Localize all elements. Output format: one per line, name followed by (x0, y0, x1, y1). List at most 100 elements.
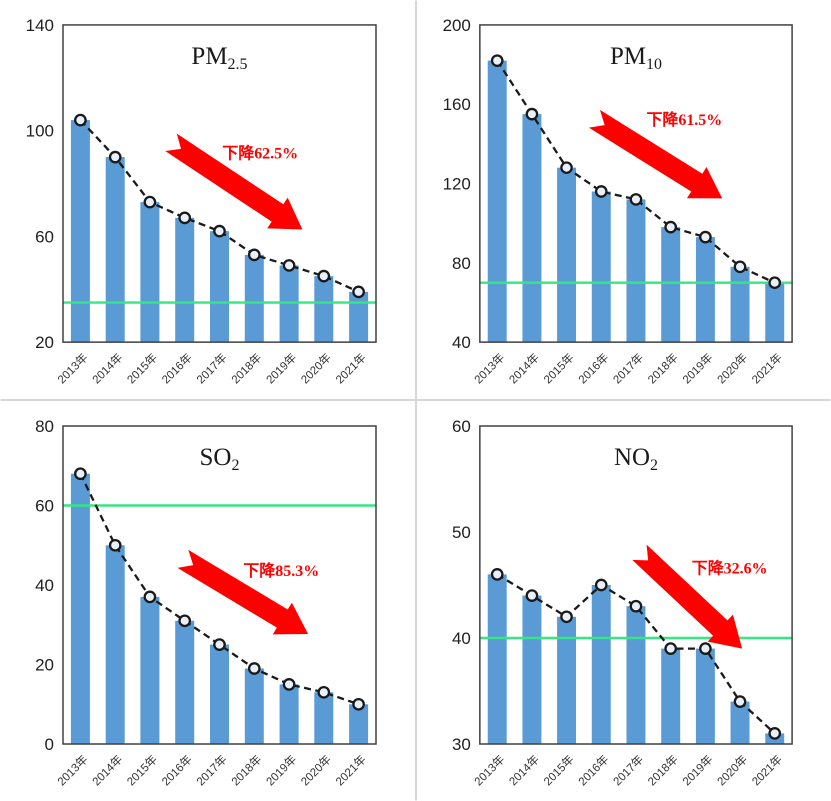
x-axis-tick-label: 2014年 (506, 752, 542, 788)
bar (105, 157, 125, 343)
data-point-marker (352, 285, 365, 299)
bar (314, 692, 334, 744)
x-axis-tick-label: 2013年 (471, 350, 507, 386)
y-axis-tick-label: 160 (443, 95, 471, 114)
data-point-marker (74, 113, 87, 127)
data-point-marker (768, 276, 782, 290)
data-point-marker (247, 662, 261, 675)
x-axis-tick-label: 2013年 (54, 752, 90, 788)
bar (626, 606, 646, 744)
data-point-marker (664, 220, 678, 234)
data-point-marker (525, 589, 539, 602)
y-axis-tick-label: 80 (452, 254, 471, 273)
data-point-marker (699, 642, 712, 655)
y-axis-tick-label: 40 (452, 333, 471, 352)
decline-arrow (165, 133, 303, 230)
x-axis-tick-label: 2016年 (159, 350, 195, 386)
data-point-marker (490, 568, 504, 581)
x-axis-tick-label: 2015年 (541, 752, 577, 788)
data-point-marker (525, 107, 539, 121)
chart-title: PM10 (610, 43, 662, 73)
x-axis-tick-label: 2021年 (333, 350, 369, 386)
y-axis-tick-label: 60 (35, 227, 54, 246)
bar (661, 227, 681, 343)
bar (522, 595, 542, 744)
y-axis-tick-label: 140 (26, 16, 54, 35)
trend-line (79, 119, 360, 293)
x-axis-tick-label: 2020年 (298, 350, 334, 386)
x-axis-tick-label: 2019年 (263, 752, 299, 788)
x-axis-tick-label: 2020年 (714, 350, 750, 386)
x-axis-tick-label: 2017年 (610, 752, 646, 788)
data-point-marker (213, 224, 226, 238)
x-axis-tick-label: 2018年 (645, 752, 681, 788)
data-point-marker (733, 695, 747, 708)
bar (626, 199, 646, 343)
x-axis-tick-label: 2019年 (679, 752, 715, 788)
bar (557, 167, 577, 343)
x-axis-tick-label: 2016年 (575, 350, 611, 386)
decline-annotation: 下降32.6% (692, 558, 768, 577)
bar (522, 114, 542, 343)
bar (314, 276, 334, 343)
data-point-marker (664, 642, 678, 655)
plot-border (479, 425, 793, 745)
bar (244, 254, 264, 343)
x-axis-tick-label: 2018年 (228, 752, 264, 788)
bar (70, 473, 90, 744)
x-axis-tick-label: 2019年 (263, 350, 299, 386)
x-axis-tick-label: 2021年 (749, 350, 785, 386)
bar (661, 648, 681, 744)
bar (487, 60, 507, 343)
chart-title: NO2 (614, 444, 658, 474)
x-axis-tick-label: 2020年 (714, 752, 750, 788)
x-axis-tick-label: 2017年 (193, 752, 229, 788)
data-point-marker (594, 185, 608, 198)
x-axis-tick-label: 2021年 (749, 752, 785, 788)
trend-line (496, 573, 776, 735)
bar (175, 217, 195, 343)
bar (140, 596, 160, 744)
x-axis-tick-label: 2017年 (610, 350, 646, 386)
x-axis-tick-label: 2016年 (575, 752, 611, 788)
y-axis-tick-label: 40 (35, 576, 54, 595)
decline-arrow (177, 549, 309, 635)
panel-no2: 60 50 40 30 2013年 2014年 2015年 2016年 2017年 2018年 20… (417, 401, 831, 801)
data-point-marker (629, 599, 643, 613)
decline-arrow (632, 544, 743, 649)
data-point-marker (768, 727, 782, 740)
x-axis-tick-label: 2014年 (89, 350, 125, 386)
bar (210, 231, 229, 343)
bar (765, 282, 785, 343)
y-axis-tick-label: 200 (443, 16, 471, 35)
x-axis-tick-label: 2021年 (333, 752, 369, 788)
y-axis-tick-label: 60 (35, 497, 54, 516)
trend-line (496, 60, 776, 284)
data-point-marker (317, 685, 331, 699)
panel-pm25: 140 100 60 20 2013年 2014年 2015年 2016年 2017年 2018年… (0, 0, 415, 399)
y-axis-tick-label: 0 (45, 735, 54, 754)
y-axis-tick-label: 20 (35, 333, 54, 352)
x-axis-tick-label: 2018年 (645, 350, 681, 386)
y-axis-tick-label: 30 (452, 735, 471, 754)
data-point-marker (143, 195, 157, 209)
bar (695, 648, 715, 744)
decline-annotation: 下降85.3% (243, 561, 319, 580)
data-point-marker (317, 269, 331, 283)
data-point-marker (178, 211, 192, 225)
x-axis-tick-label: 2015年 (124, 350, 160, 386)
data-point-marker (352, 697, 365, 711)
bar (70, 120, 90, 343)
data-point-marker (560, 161, 573, 175)
chart-title: PM2.5 (191, 43, 247, 73)
y-axis-tick-label: 60 (452, 417, 471, 436)
bar (557, 616, 577, 744)
x-axis-tick-label: 2014年 (89, 752, 125, 788)
y-axis-tick-label: 120 (443, 175, 471, 194)
x-axis-tick-label: 2015年 (124, 752, 160, 788)
y-axis-tick-label: 40 (452, 629, 471, 648)
